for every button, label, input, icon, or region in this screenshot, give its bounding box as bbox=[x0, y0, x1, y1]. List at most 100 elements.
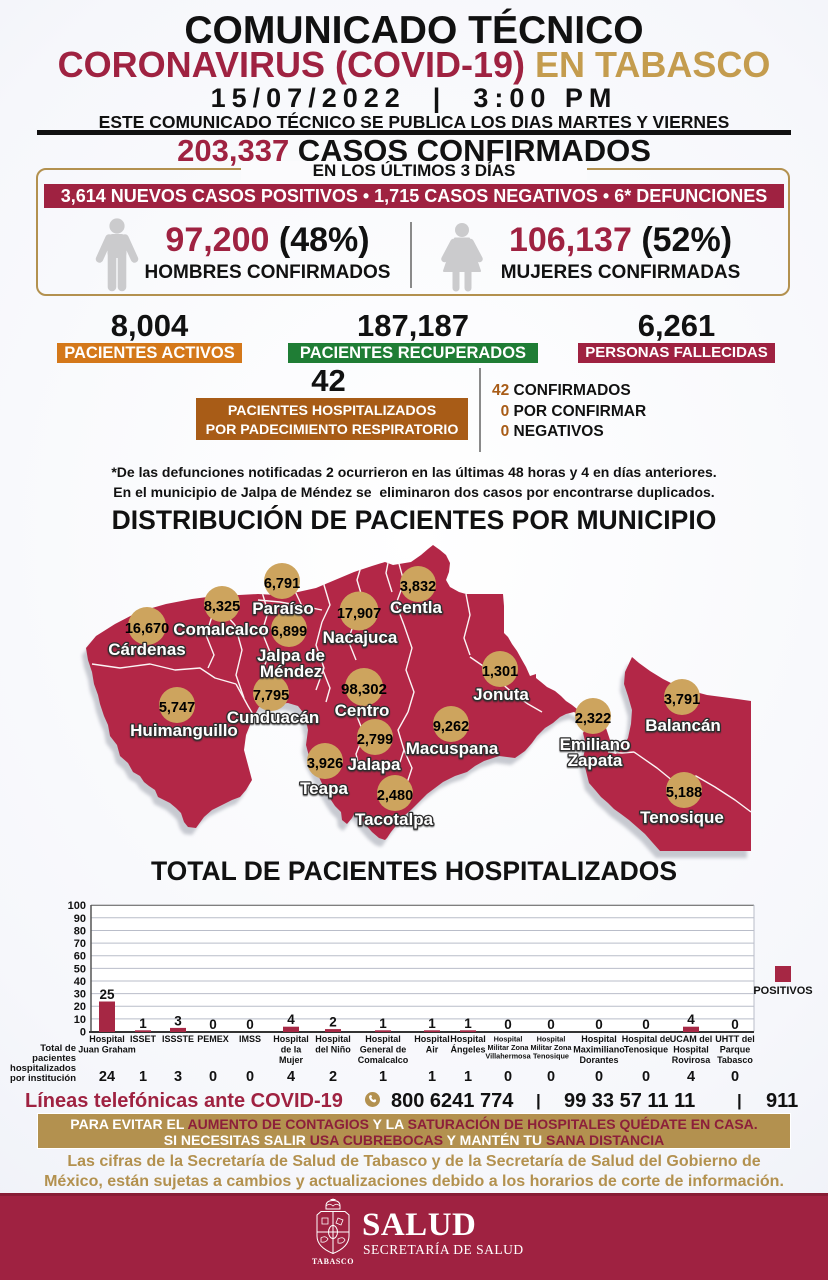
svg-text:Ángeles: Ángeles bbox=[450, 1045, 485, 1055]
svg-text:de la: de la bbox=[281, 1045, 303, 1055]
svg-text:Hospital: Hospital bbox=[315, 1034, 351, 1044]
svg-text:Juan Graham: Juan Graham bbox=[78, 1045, 136, 1055]
svg-text:Hospital: Hospital bbox=[414, 1034, 450, 1044]
svg-text:6,791: 6,791 bbox=[264, 576, 300, 592]
svg-text:Emiliano: Emiliano bbox=[560, 735, 631, 754]
svg-text:Cárdenas: Cárdenas bbox=[108, 640, 185, 659]
svg-text:POSITIVOS: POSITIVOS bbox=[753, 985, 812, 997]
svg-text:17,907: 17,907 bbox=[337, 606, 381, 622]
svg-text:1: 1 bbox=[379, 1069, 387, 1085]
svg-text:0: 0 bbox=[209, 1017, 217, 1032]
svg-text:Militar Zona: Militar Zona bbox=[488, 1043, 530, 1052]
svg-text:1: 1 bbox=[428, 1069, 436, 1085]
svg-text:Tenosique: Tenosique bbox=[533, 1052, 569, 1061]
svg-text:4: 4 bbox=[287, 1012, 295, 1027]
svg-text:7,795: 7,795 bbox=[253, 688, 289, 704]
svg-text:Maximiliano: Maximiliano bbox=[573, 1045, 625, 1055]
svg-text:Zapata: Zapata bbox=[568, 751, 623, 770]
svg-text:1: 1 bbox=[139, 1016, 147, 1031]
svg-text:0: 0 bbox=[642, 1017, 650, 1032]
svg-text:0: 0 bbox=[504, 1017, 512, 1032]
svg-text:Tacotalpa: Tacotalpa bbox=[355, 810, 434, 829]
svg-text:90: 90 bbox=[74, 913, 86, 925]
svg-text:Comalcalco: Comalcalco bbox=[358, 1055, 409, 1065]
svg-text:50: 50 bbox=[74, 963, 86, 975]
svg-text:0: 0 bbox=[209, 1069, 217, 1085]
svg-text:Jalapa: Jalapa bbox=[348, 755, 401, 774]
svg-text:0: 0 bbox=[504, 1069, 512, 1085]
svg-text:ISSET: ISSET bbox=[130, 1034, 157, 1044]
svg-text:1: 1 bbox=[428, 1016, 436, 1031]
svg-text:TABASCO: TABASCO bbox=[312, 1257, 354, 1266]
svg-text:Tabasco: Tabasco bbox=[717, 1055, 753, 1065]
svg-text:Total de: Total de bbox=[40, 1043, 76, 1054]
svg-text:Hospital: Hospital bbox=[89, 1034, 125, 1044]
svg-text:3: 3 bbox=[174, 1013, 182, 1028]
svg-text:98,302: 98,302 bbox=[341, 681, 387, 698]
svg-text:70: 70 bbox=[74, 938, 86, 950]
svg-text:Teapa: Teapa bbox=[300, 779, 348, 798]
svg-text:Centro: Centro bbox=[335, 701, 390, 720]
svg-text:25: 25 bbox=[99, 987, 115, 1002]
svg-text:Dorantes: Dorantes bbox=[579, 1055, 618, 1065]
svg-text:Centla: Centla bbox=[390, 598, 443, 617]
svg-text:Rovirosa: Rovirosa bbox=[672, 1055, 712, 1065]
svg-text:3: 3 bbox=[174, 1069, 182, 1085]
svg-text:100: 100 bbox=[68, 900, 86, 912]
svg-text:Macuspana: Macuspana bbox=[406, 739, 499, 758]
svg-text:Hospital: Hospital bbox=[537, 1035, 566, 1044]
svg-text:0: 0 bbox=[595, 1017, 603, 1032]
svg-text:Tenosique: Tenosique bbox=[624, 1045, 668, 1055]
svg-text:2: 2 bbox=[329, 1015, 337, 1030]
svg-text:Hospital: Hospital bbox=[494, 1035, 523, 1044]
svg-text:0: 0 bbox=[547, 1017, 555, 1032]
svg-text:Parque: Parque bbox=[720, 1045, 751, 1055]
svg-text:6,899: 6,899 bbox=[271, 624, 307, 640]
svg-text:0: 0 bbox=[642, 1069, 650, 1085]
svg-text:Air: Air bbox=[426, 1045, 439, 1055]
svg-text:0: 0 bbox=[547, 1069, 555, 1085]
svg-text:9,262: 9,262 bbox=[433, 719, 469, 735]
svg-text:UHTT del: UHTT del bbox=[715, 1034, 755, 1044]
svg-text:1,301: 1,301 bbox=[482, 664, 518, 680]
svg-text:60: 60 bbox=[74, 951, 86, 963]
svg-text:del Niño: del Niño bbox=[315, 1045, 351, 1055]
svg-text:0: 0 bbox=[80, 1027, 86, 1039]
svg-text:2,799: 2,799 bbox=[357, 732, 393, 748]
svg-text:1: 1 bbox=[139, 1069, 147, 1085]
svg-text:Nacajuca: Nacajuca bbox=[323, 628, 398, 647]
svg-text:0: 0 bbox=[595, 1069, 603, 1085]
svg-text:Cunduacán: Cunduacán bbox=[227, 708, 320, 727]
svg-text:5,188: 5,188 bbox=[666, 785, 702, 801]
svg-text:pacientes: pacientes bbox=[32, 1053, 76, 1064]
svg-text:Méndez: Méndez bbox=[260, 662, 322, 681]
svg-text:Paraíso: Paraíso bbox=[252, 599, 313, 618]
svg-text:Villahermosa: Villahermosa bbox=[485, 1052, 531, 1061]
svg-text:Huimanguillo: Huimanguillo bbox=[130, 721, 238, 740]
svg-text:3,926: 3,926 bbox=[307, 756, 343, 772]
svg-text:24: 24 bbox=[99, 1069, 115, 1085]
svg-text:0: 0 bbox=[731, 1017, 739, 1032]
svg-text:3,832: 3,832 bbox=[400, 579, 436, 595]
svg-text:Hospital de: Hospital de bbox=[622, 1034, 671, 1044]
svg-text:5,747: 5,747 bbox=[159, 700, 195, 716]
svg-text:por institución: por institución bbox=[10, 1073, 76, 1084]
svg-text:Hospital: Hospital bbox=[273, 1034, 309, 1044]
svg-text:ISSSTE: ISSSTE bbox=[162, 1034, 194, 1044]
svg-text:30: 30 bbox=[74, 989, 86, 1001]
svg-text:UCAM del: UCAM del bbox=[670, 1034, 713, 1044]
svg-text:Hospital: Hospital bbox=[581, 1034, 617, 1044]
svg-text:1: 1 bbox=[464, 1016, 472, 1031]
svg-text:3,791: 3,791 bbox=[664, 692, 700, 708]
svg-text:4: 4 bbox=[687, 1012, 695, 1027]
svg-text:Hospital: Hospital bbox=[365, 1034, 401, 1044]
svg-text:1: 1 bbox=[379, 1016, 387, 1031]
svg-text:40: 40 bbox=[74, 976, 86, 988]
svg-text:4: 4 bbox=[287, 1069, 295, 1085]
svg-text:0: 0 bbox=[731, 1069, 739, 1085]
svg-text:Jalpa de: Jalpa de bbox=[257, 646, 325, 665]
svg-text:20: 20 bbox=[74, 1001, 86, 1013]
svg-text:Militar Zona: Militar Zona bbox=[531, 1043, 573, 1052]
svg-text:Tenosique: Tenosique bbox=[640, 808, 724, 827]
svg-text:1: 1 bbox=[464, 1069, 472, 1085]
